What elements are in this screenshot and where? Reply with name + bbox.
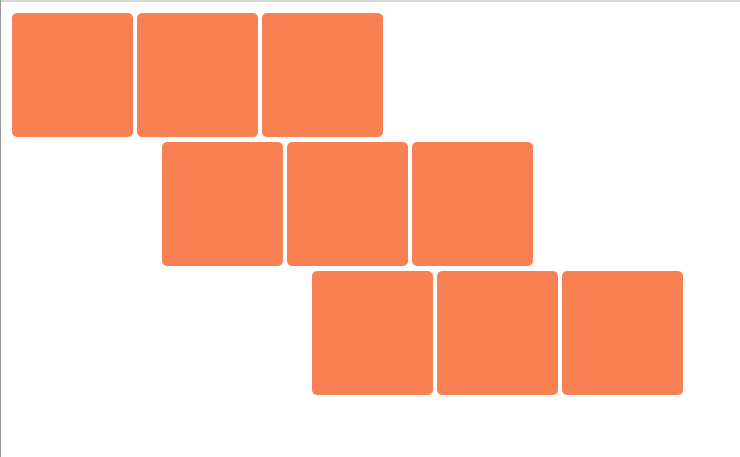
orange-tile xyxy=(437,271,558,395)
orange-tile xyxy=(162,142,283,266)
orange-tile xyxy=(287,142,408,266)
orange-tile xyxy=(412,142,533,266)
orange-tile xyxy=(312,271,433,395)
orange-tile xyxy=(562,271,683,395)
orange-tile xyxy=(137,13,258,137)
orange-tile xyxy=(262,13,383,137)
orange-tile xyxy=(12,13,133,137)
top-divider xyxy=(1,0,740,2)
